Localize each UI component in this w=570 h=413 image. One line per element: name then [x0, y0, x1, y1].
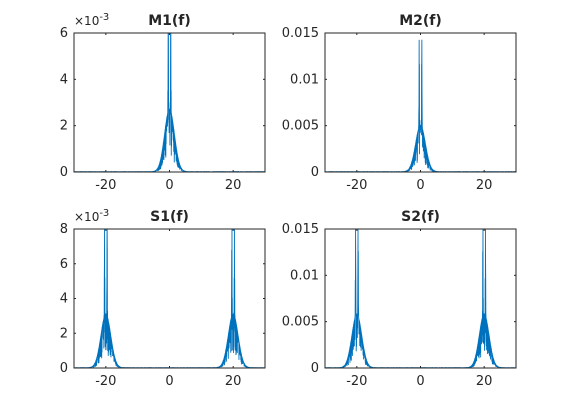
y-tick-label: 4 [60, 292, 68, 307]
x-tick-label: -20 [95, 374, 116, 389]
y-tick-label: 6 [60, 257, 68, 272]
y-tick-label: 0.01 [290, 72, 319, 87]
spectrum-series-line [324, 39, 517, 173]
subplot-1: -20 0 20 0 2 4 6 M1(f) ×10-3 [60, 12, 266, 193]
subplot-4: -20 0 20 0 0.005 0.01 0.015 S2(f) [282, 209, 517, 389]
y-tick-label: 0 [311, 165, 319, 180]
y-tick-label: 2 [60, 119, 68, 134]
y-tick-label: 2 [60, 326, 68, 341]
y-tick-label: 4 [60, 72, 68, 87]
spectrum-series-line [73, 228, 266, 369]
axes-box [73, 32, 266, 173]
x-tick-label: 20 [225, 374, 242, 389]
y-tick-label: 0.01 [290, 268, 319, 283]
spectrum-series-line [324, 228, 517, 369]
subplot-3: -20 0 20 0 2 4 6 8 S1(f) ×10-3 [60, 208, 266, 389]
y-multiplier-exponent: -3 [99, 12, 109, 23]
y-tick-label: 0.005 [282, 119, 319, 134]
x-tick-label: -20 [346, 178, 367, 193]
x-tick-label: 0 [416, 178, 424, 193]
y-tick-label: 0 [60, 165, 68, 180]
y-tick-label: 0.015 [282, 26, 319, 41]
chart-title: M1(f) [148, 13, 191, 29]
y-tick-label: 0.005 [282, 315, 319, 330]
axes-box [324, 32, 517, 173]
y-multiplier-base: ×10 [74, 14, 99, 28]
y-multiplier: ×10-3 [74, 12, 109, 28]
chart-title: S2(f) [401, 209, 440, 225]
x-tick-label: -20 [346, 374, 367, 389]
y-tick-label: 0.015 [282, 222, 319, 237]
chart-title: S1(f) [150, 209, 189, 225]
y-multiplier-exponent: -3 [99, 208, 109, 219]
x-tick-label: 0 [416, 374, 424, 389]
x-tick-label: 0 [165, 178, 173, 193]
y-multiplier: ×10-3 [74, 208, 109, 224]
y-multiplier-base: ×10 [74, 210, 99, 224]
x-tick-label: 20 [225, 178, 242, 193]
y-tick-label: 6 [60, 26, 68, 41]
y-tick-label: 8 [60, 222, 68, 237]
spectrum-series-line [73, 32, 266, 173]
x-tick-label: -20 [95, 178, 116, 193]
subplot-2: -20 0 20 0 0.005 0.01 0.015 M2(f) [282, 13, 517, 193]
x-tick-label: 0 [165, 374, 173, 389]
y-tick-label: 0 [60, 361, 68, 376]
chart-title: M2(f) [399, 13, 442, 29]
y-tick-label: 0 [311, 361, 319, 376]
x-tick-label: 20 [476, 374, 493, 389]
x-tick-label: 20 [476, 178, 493, 193]
